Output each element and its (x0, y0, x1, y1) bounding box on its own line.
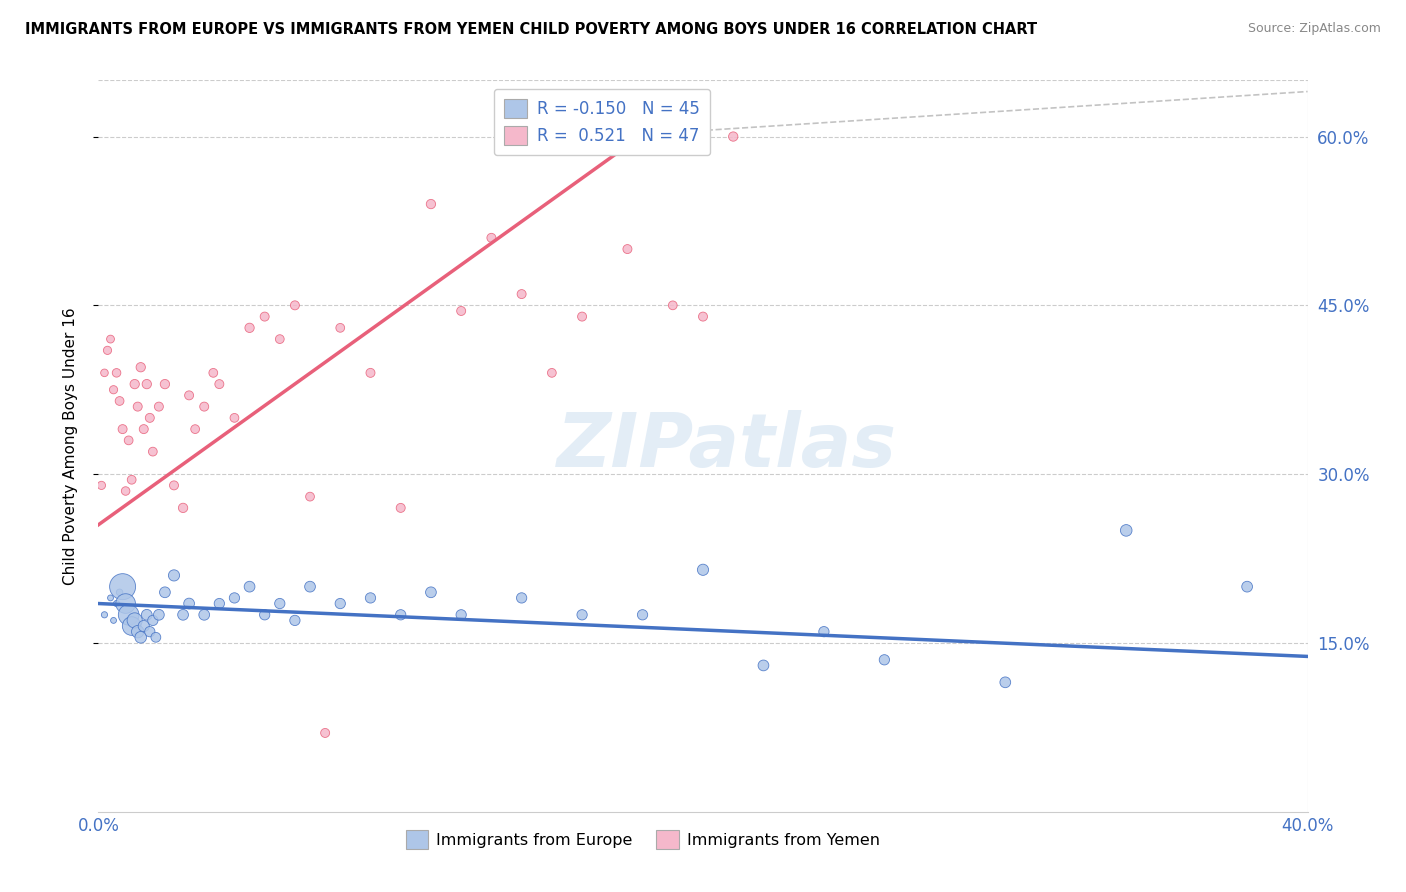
Point (148, 607, 170, 622)
Point (389, 500, 412, 515)
Point (114, 597, 136, 611)
Point (142, 444, 165, 458)
Point (114, 483, 136, 498)
Point (172, 607, 194, 622)
Point (93, 607, 115, 622)
Text: ZIPatlas: ZIPatlas (557, 409, 897, 483)
Point (108, 394, 131, 409)
Point (571, 607, 593, 622)
Point (284, 298, 307, 312)
Point (193, 607, 215, 622)
Point (103, 383, 125, 397)
Point (450, 607, 472, 622)
Point (994, 675, 1017, 690)
Point (193, 400, 215, 414)
Point (208, 597, 231, 611)
Point (284, 614, 307, 628)
Point (129, 630, 152, 644)
Point (253, 310, 276, 324)
Point (813, 624, 835, 639)
Point (121, 619, 143, 633)
Y-axis label: Child Poverty Among Boys Under 16: Child Poverty Among Boys Under 16 (63, 307, 77, 585)
Point (139, 624, 162, 639)
Point (153, 377, 176, 392)
Point (873, 653, 896, 667)
Point (239, 580, 262, 594)
Point (202, 366, 225, 380)
Point (132, 619, 155, 633)
Point (299, 490, 322, 504)
Point (329, 597, 352, 611)
Point (299, 580, 322, 594)
Point (692, 563, 714, 577)
Point (360, 591, 382, 605)
Point (723, 129, 745, 144)
Point (481, 231, 503, 245)
Point (111, 422, 134, 436)
Point (163, 568, 186, 582)
Point (124, 614, 146, 628)
Point (105, 597, 128, 611)
Point (269, 597, 291, 611)
Point (135, 377, 157, 392)
Point (420, 585, 443, 599)
Point (132, 422, 155, 436)
Point (1236, 580, 1258, 594)
Point (450, 304, 472, 318)
Point (93, 366, 115, 380)
Point (96, 343, 118, 358)
Point (389, 607, 412, 622)
Text: Source: ZipAtlas.com: Source: ZipAtlas.com (1247, 22, 1381, 36)
Point (692, 310, 714, 324)
Point (163, 478, 186, 492)
Point (631, 607, 654, 622)
Point (127, 624, 149, 639)
Point (100, 332, 122, 346)
Point (118, 434, 141, 448)
Point (148, 400, 170, 414)
Point (616, 242, 638, 256)
Point (127, 400, 149, 414)
Text: IMMIGRANTS FROM EUROPE VS IMMIGRANTS FROM YEMEN CHILD POVERTY AMONG BOYS UNDER 1: IMMIGRANTS FROM EUROPE VS IMMIGRANTS FRO… (25, 22, 1038, 37)
Point (510, 591, 533, 605)
Point (142, 614, 165, 628)
Point (314, 726, 336, 740)
Point (329, 321, 352, 335)
Point (571, 310, 593, 324)
Point (752, 658, 775, 673)
Point (661, 298, 683, 312)
Point (179, 597, 201, 611)
Point (420, 197, 443, 211)
Point (100, 591, 122, 605)
Point (253, 607, 276, 622)
Legend: Immigrants from Europe, Immigrants from Yemen: Immigrants from Europe, Immigrants from … (399, 823, 886, 855)
Point (108, 585, 131, 599)
Point (139, 410, 162, 425)
Point (111, 580, 134, 594)
Point (510, 287, 533, 301)
Point (118, 607, 141, 622)
Point (269, 332, 291, 346)
Point (153, 585, 176, 599)
Point (145, 630, 167, 644)
Point (540, 366, 562, 380)
Point (179, 388, 201, 402)
Point (184, 422, 207, 436)
Point (239, 321, 262, 335)
Point (224, 410, 246, 425)
Point (103, 614, 125, 628)
Point (172, 500, 194, 515)
Point (121, 473, 143, 487)
Point (1115, 524, 1137, 538)
Point (124, 377, 146, 392)
Point (135, 607, 157, 622)
Point (360, 366, 382, 380)
Point (208, 377, 231, 392)
Point (224, 591, 246, 605)
Point (129, 360, 152, 375)
Point (90, 478, 112, 492)
Point (105, 366, 128, 380)
